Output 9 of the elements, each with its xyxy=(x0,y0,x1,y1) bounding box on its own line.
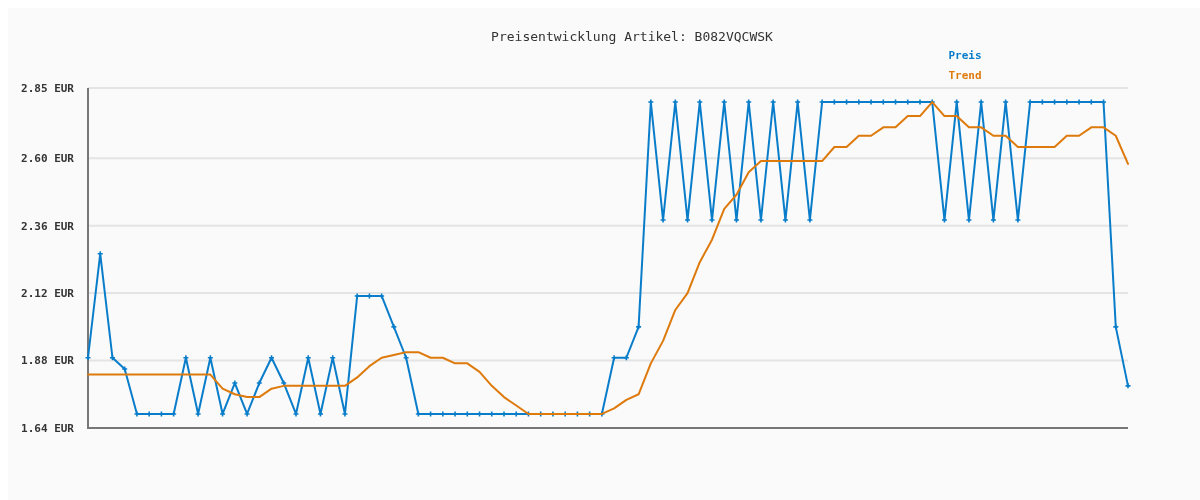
text: Preis xyxy=(948,48,982,62)
y-tick-label: 2.12 EUR xyxy=(21,286,75,300)
y-tick-label: 1.88 EUR xyxy=(21,354,75,368)
y-tick-label: 2.60 EUR xyxy=(21,152,75,166)
y-tick-label: 1.64 EUR xyxy=(21,421,75,435)
y-tick-label: 2.85 EUR xyxy=(21,81,75,95)
y-tick-label: 2.36 EUR xyxy=(21,219,75,233)
text: Trend xyxy=(948,68,982,82)
chart-title: Preisentwicklung Artikel: B082VQCWSK xyxy=(491,29,774,44)
